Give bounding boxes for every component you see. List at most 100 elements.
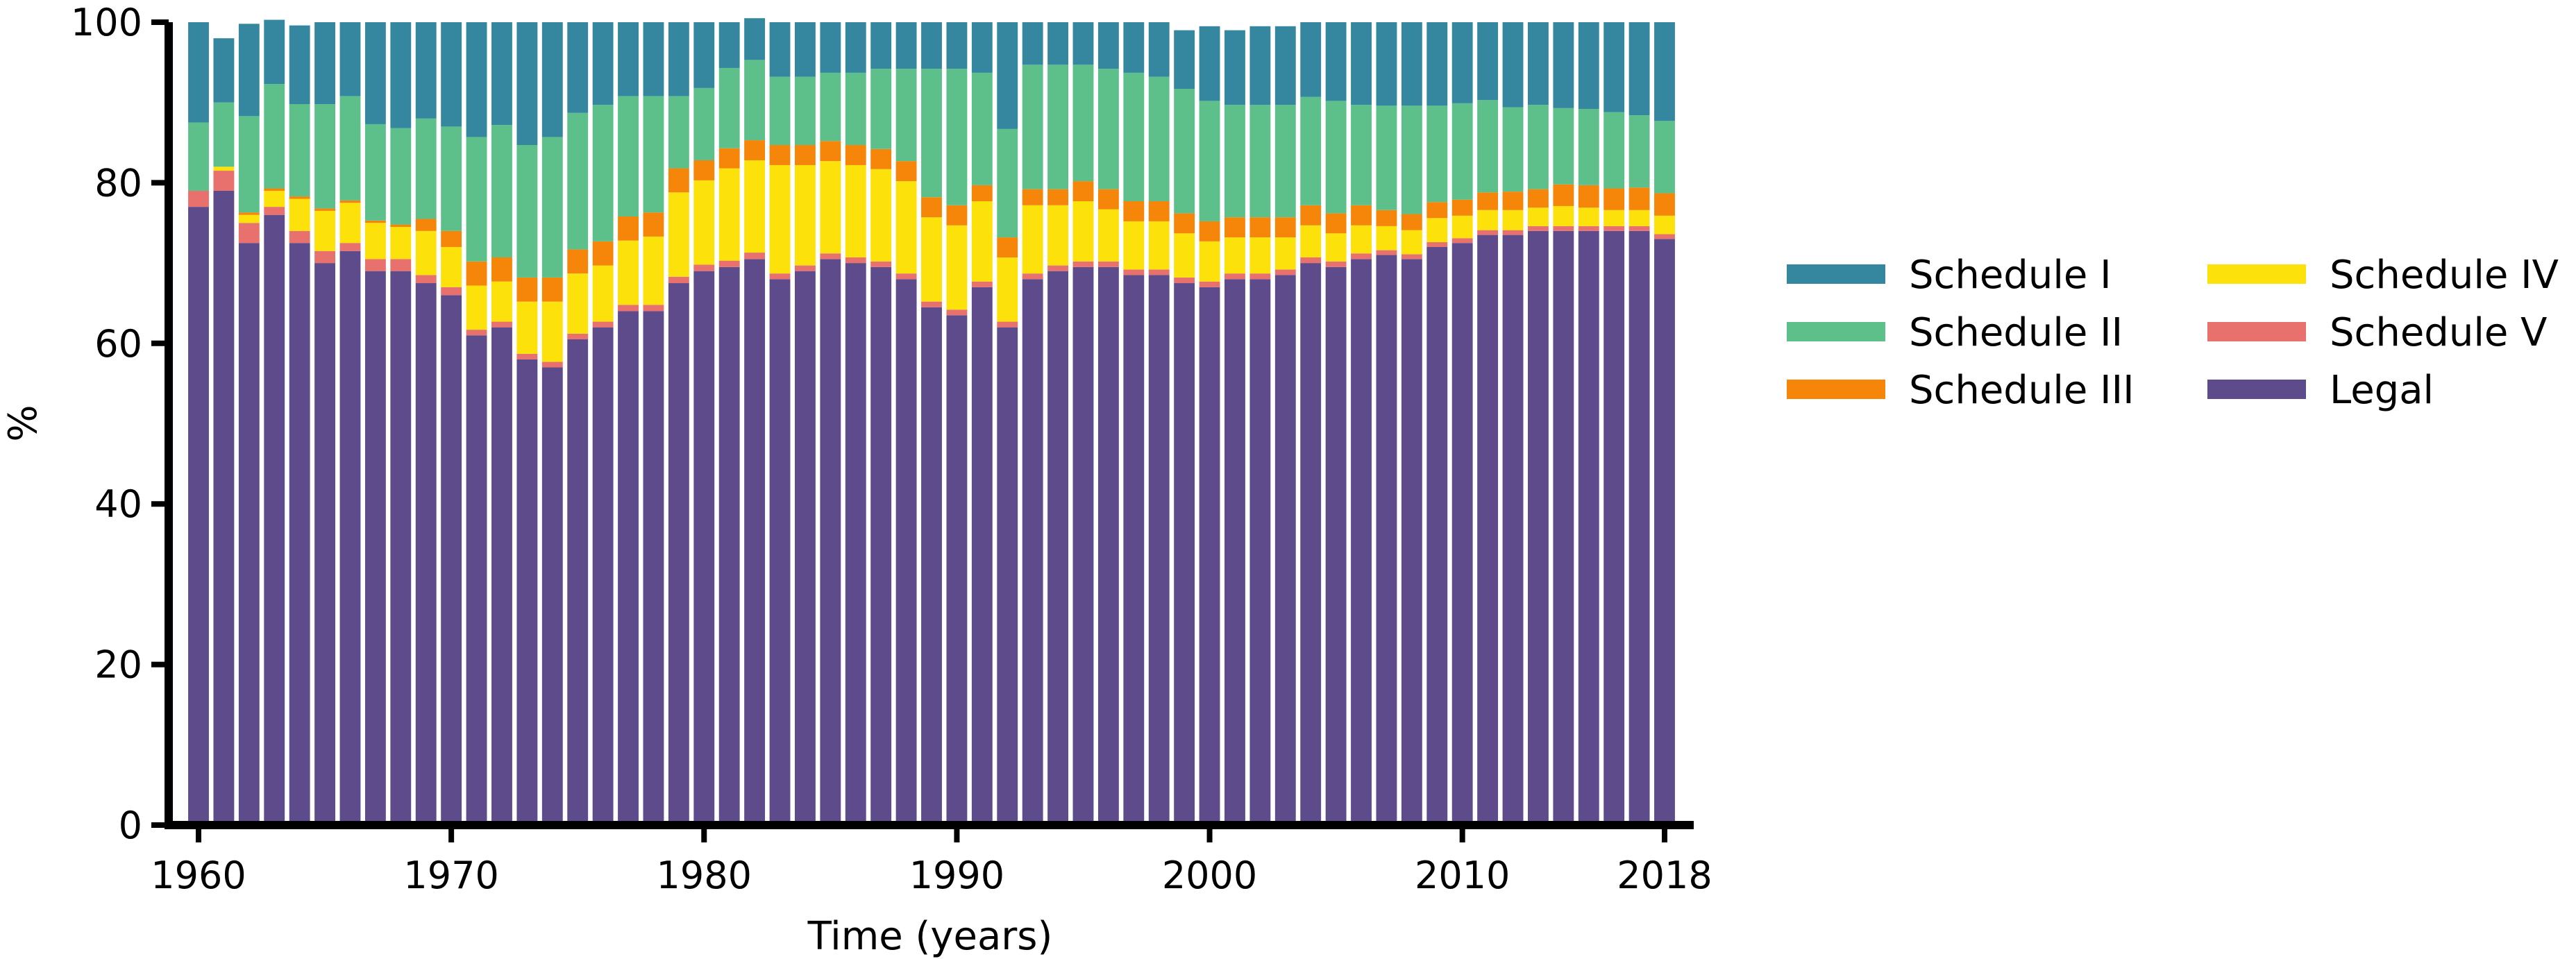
bar-segment-schedule-iii-2007 xyxy=(1376,210,1397,226)
bar-segment-schedule-v-2004 xyxy=(1300,257,1322,264)
bar-segment-schedule-i-2010 xyxy=(1451,22,1473,103)
bar-segment-schedule-i-1997 xyxy=(1123,22,1145,73)
bar-segment-schedule-iii-2003 xyxy=(1274,217,1296,238)
bar-segment-schedule-iv-1962 xyxy=(238,214,260,223)
bar-segment-schedule-iii-1975 xyxy=(567,249,589,274)
bar-segment-schedule-v-1996 xyxy=(1097,261,1119,267)
bar-segment-schedule-iv-1997 xyxy=(1123,221,1145,270)
bar-segment-schedule-iii-2017 xyxy=(1628,187,1650,210)
bar-segment-schedule-iii-2011 xyxy=(1477,192,1499,210)
bar-segment-schedule-iii-1967 xyxy=(364,220,386,223)
bar-segment-schedule-ii-1997 xyxy=(1123,72,1145,202)
bar-segment-schedule-v-1979 xyxy=(668,276,689,284)
y-ticks: 0 20 40 60 80 100 xyxy=(71,1,169,847)
bar-segment-schedule-i-1998 xyxy=(1148,22,1170,77)
bar-segment-legal-2018 xyxy=(1654,239,1675,825)
bar-segment-schedule-i-2005 xyxy=(1325,22,1347,101)
bar-segment-schedule-i-1978 xyxy=(643,22,664,96)
bar-segment-schedule-v-1995 xyxy=(1072,261,1094,267)
bar-segment-schedule-iv-1988 xyxy=(895,181,917,274)
legend-label-schedule-i: Schedule I xyxy=(1909,253,2112,298)
bar-segment-schedule-ii-1979 xyxy=(668,96,689,169)
bar-segment-schedule-iv-2018 xyxy=(1654,215,1675,235)
bar-segment-schedule-iv-1966 xyxy=(339,203,361,244)
bar-segment-legal-1977 xyxy=(618,311,639,825)
x-ticks: 1960 1970 1980 1990 2000 2010 2018 xyxy=(151,825,1712,897)
bar-segment-schedule-ii-2002 xyxy=(1249,105,1271,218)
bar-segment-legal-2005 xyxy=(1325,266,1347,825)
bar-segment-schedule-iv-1961 xyxy=(213,167,235,171)
bar-segment-schedule-ii-1977 xyxy=(618,96,639,217)
bar-segment-schedule-v-1983 xyxy=(769,273,791,280)
bar-segment-schedule-iii-1968 xyxy=(390,224,412,228)
bar-segment-legal-1962 xyxy=(238,243,260,825)
bar-segment-schedule-i-1995 xyxy=(1072,22,1094,65)
bar-segment-schedule-i-1977 xyxy=(618,22,639,96)
bar-segment-schedule-i-1990 xyxy=(946,22,968,69)
bar-segment-schedule-iv-2004 xyxy=(1300,225,1322,257)
bar-segment-schedule-ii-1978 xyxy=(643,96,664,213)
bar-segment-schedule-v-2009 xyxy=(1426,242,1448,247)
bar-segment-schedule-ii-1987 xyxy=(870,69,892,149)
bar-segment-schedule-iv-1963 xyxy=(264,190,285,207)
bar-segment-schedule-v-1965 xyxy=(314,251,335,264)
bar-segment-schedule-i-2004 xyxy=(1300,22,1322,97)
bar-segment-schedule-i-1994 xyxy=(1047,22,1068,65)
bar-segment-schedule-iv-2000 xyxy=(1199,241,1220,282)
bar-segment-schedule-ii-1990 xyxy=(946,69,968,205)
bar-segment-legal-2006 xyxy=(1351,259,1372,825)
bar-segment-schedule-ii-1974 xyxy=(541,137,563,278)
bar-segment-schedule-v-2006 xyxy=(1351,253,1372,260)
bar-segment-schedule-ii-2009 xyxy=(1426,105,1448,203)
bar-segment-schedule-iii-1999 xyxy=(1174,213,1195,234)
bar-segment-schedule-v-2016 xyxy=(1603,226,1625,231)
bar-segment-schedule-iii-1969 xyxy=(415,219,437,231)
bar-segment-schedule-ii-1968 xyxy=(390,128,412,225)
bar-segment-schedule-iv-1983 xyxy=(769,164,791,274)
bar-segment-schedule-iii-2014 xyxy=(1553,184,1574,206)
bar-segment-schedule-ii-1991 xyxy=(971,72,993,185)
bar-segment-legal-2002 xyxy=(1249,279,1271,825)
bar-segment-schedule-v-1986 xyxy=(845,257,866,264)
bar-segment-schedule-i-1983 xyxy=(769,22,791,77)
bar-segment-schedule-ii-1964 xyxy=(289,104,310,197)
bar-segment-schedule-iii-1984 xyxy=(795,145,816,165)
bar-segment-schedule-ii-2005 xyxy=(1325,101,1347,214)
legend-swatch-schedule-iii xyxy=(1787,380,1885,399)
y-tick-label-60: 60 xyxy=(94,322,142,366)
bar-segment-schedule-ii-2004 xyxy=(1300,96,1322,205)
bar-segment-schedule-v-1997 xyxy=(1123,269,1145,275)
bar-segment-schedule-v-1988 xyxy=(895,273,917,280)
bar-segment-schedule-iii-1976 xyxy=(592,241,614,266)
bar-segment-legal-1995 xyxy=(1072,266,1094,825)
bar-segment-legal-1986 xyxy=(845,263,866,826)
bar-segment-schedule-iii-1981 xyxy=(718,148,740,169)
bar-segment-schedule-v-2001 xyxy=(1224,273,1245,280)
bar-segment-schedule-i-2011 xyxy=(1477,22,1499,101)
legend-swatch-legal xyxy=(2207,380,2306,399)
bar-segment-schedule-iii-1990 xyxy=(946,205,968,226)
bar-segment-schedule-v-1982 xyxy=(744,253,766,260)
bar-segment-legal-1996 xyxy=(1097,266,1119,825)
bar-segment-schedule-iv-2010 xyxy=(1451,215,1473,239)
bar-segment-legal-1991 xyxy=(971,287,993,825)
bar-segment-schedule-iii-1978 xyxy=(643,212,664,237)
bar-segment-schedule-iv-1979 xyxy=(668,192,689,277)
bar-segment-schedule-iii-1987 xyxy=(870,148,892,169)
bar-segment-schedule-v-1960 xyxy=(188,190,209,207)
legend-label-schedule-iii: Schedule III xyxy=(1909,368,2135,413)
bar-segment-schedule-v-2017 xyxy=(1628,226,1650,231)
bar-segment-schedule-v-1975 xyxy=(567,333,589,340)
bar-segment-schedule-iii-1994 xyxy=(1047,189,1068,205)
bar-segment-schedule-ii-1965 xyxy=(314,104,335,209)
bar-segment-schedule-iii-2008 xyxy=(1401,214,1422,230)
bar-segment-legal-2009 xyxy=(1426,246,1448,826)
bar-segment-schedule-i-1974 xyxy=(541,22,563,137)
bar-segment-schedule-v-1984 xyxy=(795,265,816,271)
bar-segment-schedule-iv-1990 xyxy=(946,225,968,310)
bar-segment-legal-1988 xyxy=(895,279,917,825)
bar-segment-schedule-iii-1974 xyxy=(541,277,563,302)
bar-segment-legal-1961 xyxy=(213,190,235,826)
bar-segment-legal-1985 xyxy=(820,259,841,825)
bar-segment-legal-2014 xyxy=(1553,230,1574,825)
